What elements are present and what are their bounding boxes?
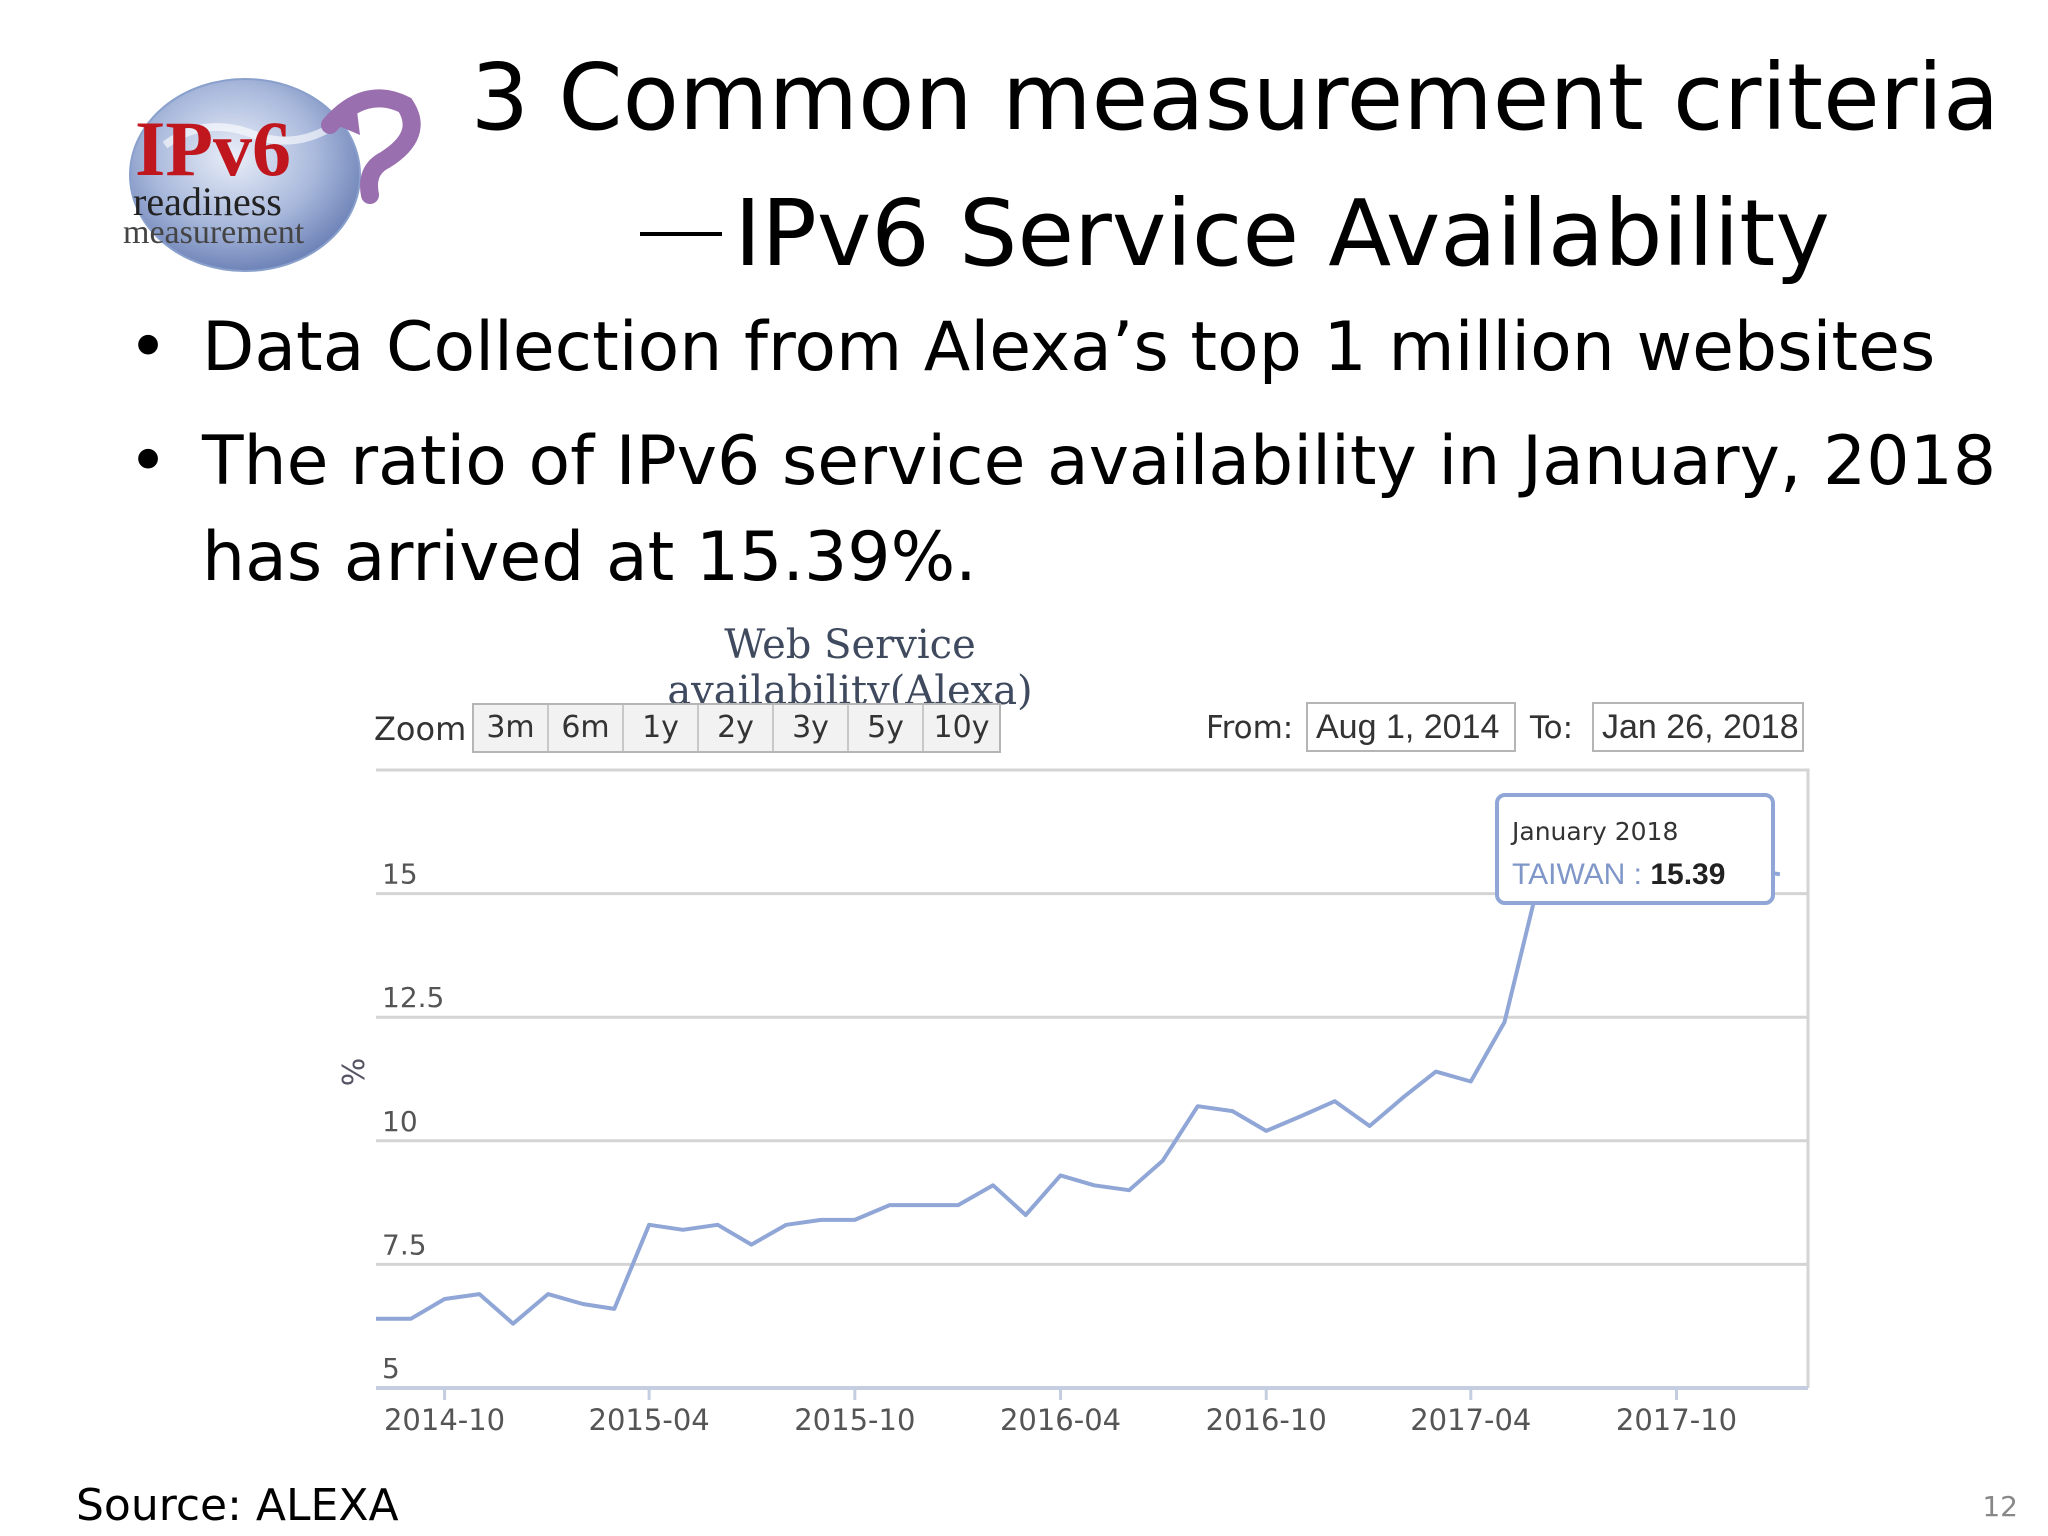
page-number: 12	[1982, 1490, 2018, 1523]
tooltip-series-name: TAIWAN : 15.39	[1512, 858, 1725, 891]
tooltip: January 2018 TAIWAN : 15.39	[1495, 793, 1775, 905]
from-label: From:	[1206, 710, 1294, 746]
x-tick-label: 2016-10	[1206, 1403, 1327, 1437]
zoom-10y-button[interactable]: 10y	[933, 710, 990, 745]
bullet-item: • Data Collection from Alexa’s top 1 mill…	[120, 300, 2000, 396]
x-tick-label: 2015-04	[589, 1403, 710, 1437]
y-tick-label: 5	[382, 1352, 400, 1385]
bullet-text: The ratio of IPv6 service availability i…	[202, 422, 1997, 597]
title-dash	[640, 231, 723, 236]
x-tick-label: 2015-10	[794, 1403, 915, 1437]
tooltip-value: 15.39	[1650, 858, 1725, 891]
slide-title: 3 Common measurement criteria IPv6 Servi…	[440, 30, 2030, 302]
tooltip-box	[1495, 793, 1775, 905]
x-axis-ticks: 2014-10 2015-04 2015-10 2016-04 2016-10 2017-…	[384, 1388, 1737, 1437]
zoom-2y-button[interactable]: 2y	[699, 705, 774, 751]
x-tick-label: 2017-10	[1616, 1403, 1737, 1437]
bullet-dot: •	[128, 422, 169, 501]
tooltip-date: January 2018	[1510, 817, 1678, 846]
x-tick-label: 2017-04	[1410, 1403, 1531, 1437]
logo-sub-text-2: measurement	[123, 214, 305, 251]
y-tick-label: 15	[382, 858, 418, 891]
source-note: Source: ALEXA	[76, 1480, 399, 1531]
zoom-5y-button[interactable]: 5y	[849, 705, 924, 751]
zoom-6m-button[interactable]: 6m	[549, 705, 624, 751]
bullet-dot: •	[128, 308, 169, 387]
slide-title-line1: 3 Common measurement criteria	[470, 44, 2000, 151]
y-axis-ticks: 5 7.5 10 12.5 15	[382, 858, 444, 1385]
line-chart: 5 7.5 10 12.5 15 2014-10 2015-04 2015-10 2016-0…	[334, 768, 1810, 1437]
plot-frame	[376, 768, 1810, 1388]
zoom-3y-button[interactable]: 3y	[774, 705, 849, 751]
zoom-3m-button[interactable]: 3m	[474, 705, 549, 751]
x-tick-label: 2014-10	[384, 1403, 505, 1437]
zoom-label: Zoom	[374, 710, 467, 748]
logo-main-text: IPv6	[135, 105, 291, 192]
ipv6-readiness-logo: IPv6 readiness measurement	[105, 65, 425, 285]
to-label: To:	[1530, 710, 1574, 746]
y-tick-label: 10	[382, 1105, 418, 1138]
zoom-button-group: 3m 6m 1y 2y 3y 5y 10y	[472, 703, 1001, 753]
bullet-item: • The ratio of IPv6 service availability …	[120, 414, 2000, 606]
to-date-input[interactable]: Jan 26, 2018	[1592, 702, 1804, 752]
tooltip-series-label: TAIWAN	[1512, 858, 1625, 891]
y-axis-label: %	[334, 1058, 369, 1087]
slide-title-line2: IPv6 Service Availability	[734, 180, 1830, 287]
y-tick-label: 12.5	[382, 981, 444, 1014]
chart-title: Web Service availability(Alexa)	[667, 622, 1033, 714]
bullet-list: • Data Collection from Alexa’s top 1 mill…	[120, 300, 2000, 624]
zoom-1y-button[interactable]: 1y	[624, 705, 699, 751]
x-tick-label: 2016-04	[1000, 1403, 1121, 1437]
from-date-input[interactable]: Aug 1, 2014	[1306, 702, 1516, 752]
logo-sub-text-1: readiness	[133, 179, 282, 224]
bullet-text: Data Collection from Alexa’s top 1 milli…	[202, 308, 1936, 387]
series-line-taiwan	[376, 866, 1781, 1326]
y-tick-label: 7.5	[382, 1228, 427, 1261]
